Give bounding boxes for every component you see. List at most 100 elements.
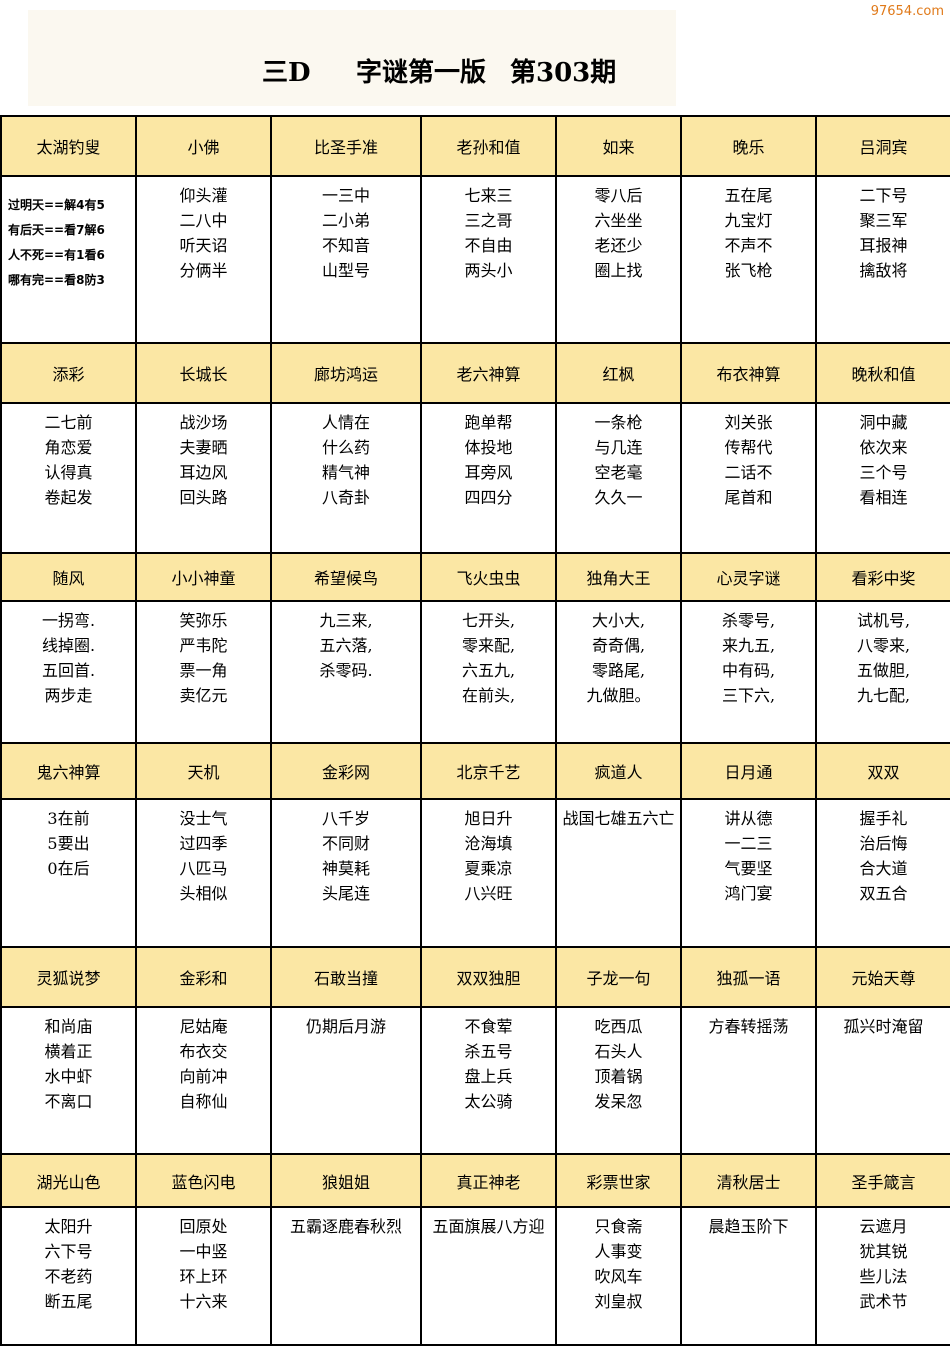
- riddle-line: 零来配,: [461, 636, 516, 655]
- column-name: 心灵字谜: [682, 554, 817, 602]
- riddle-line: 七来三: [464, 186, 513, 205]
- riddle-cell: 方春转摇荡: [682, 1008, 817, 1155]
- riddle-cell: 二七前 角恋爱 认得真 卷起发: [2, 404, 137, 554]
- riddle-line: 山型号: [321, 261, 370, 280]
- riddle-line: 自称仙: [179, 1092, 228, 1111]
- riddle-line: 九七配,: [856, 686, 911, 705]
- riddle-line: 什么药: [321, 438, 370, 457]
- riddle-cell: 旭日升 沧海填 夏乘凉 八兴旺: [422, 800, 557, 948]
- riddle-line: 分俩半: [179, 261, 228, 280]
- riddle-line: 回头路: [179, 488, 228, 507]
- column-name: 金彩网: [272, 744, 422, 800]
- riddle-cell: 讲从德 一二三 气要坚 鸿门宴: [682, 800, 817, 948]
- riddle-cell: 七开头, 零来配, 六五九, 在前头,: [422, 602, 557, 744]
- riddle-line: 卷起发: [44, 488, 93, 507]
- riddle-line: 四四分: [464, 488, 513, 507]
- riddle-line: 五霸逐鹿春秋烈: [289, 1217, 402, 1236]
- riddle-line: 孤兴时淹留: [843, 1017, 924, 1036]
- riddle-line: 杀五号: [464, 1042, 513, 1061]
- column-name: 长城长: [137, 344, 272, 404]
- riddle-line: 空老毫: [594, 463, 643, 482]
- riddle-line: 试机号,: [856, 611, 911, 630]
- column-name: 石敢当撞: [272, 948, 422, 1008]
- riddle-line: 神莫耗: [321, 859, 370, 878]
- riddle-line: 八匹马: [179, 859, 228, 878]
- column-name: 日月通: [682, 744, 817, 800]
- column-name: 双双: [817, 744, 950, 800]
- column-name: 看彩中奖: [817, 554, 950, 602]
- riddle-line: 头相似: [179, 884, 228, 903]
- riddle-line: 线掉圈.: [41, 636, 96, 655]
- riddle-line: 和尚庙: [44, 1017, 93, 1036]
- riddle-line: 一拐弯.: [41, 611, 96, 630]
- riddle-line: 断五尾: [44, 1292, 93, 1311]
- riddle-line: 太阳升: [44, 1217, 93, 1236]
- column-name: 鬼六神算: [2, 744, 137, 800]
- riddle-line: 5要出: [47, 834, 90, 853]
- riddle-cell: 杀零号, 来九五, 中有码, 三下六,: [682, 602, 817, 744]
- column-name: 太湖钓叟: [2, 117, 137, 177]
- riddle-line: 张飞枪: [724, 261, 773, 280]
- riddle-cell: 没士气 过四季 八匹马 头相似: [137, 800, 272, 948]
- column-name: 北京千艺: [422, 744, 557, 800]
- riddle-cell: 和尚庙 横着正 水中虾 不离口: [2, 1008, 137, 1155]
- riddle-line: 不同财: [321, 834, 370, 853]
- riddle-line: 杀零号,: [721, 611, 776, 630]
- riddle-line: 五面旗展八方迎: [432, 1217, 545, 1236]
- riddle-line: 没士气: [179, 809, 228, 828]
- riddle-line: 握手礼: [859, 809, 908, 828]
- riddle-line: 角恋爱: [44, 438, 93, 457]
- riddle-line: 夫妻晒: [179, 438, 228, 457]
- riddle-line: 八奇卦: [321, 488, 370, 507]
- riddle-line: 三个号: [859, 463, 908, 482]
- column-name: 小小神童: [137, 554, 272, 602]
- riddle-cell: 云遮月 犹其锐 些儿法 武术节: [817, 1208, 950, 1346]
- riddle-line: 八兴旺: [464, 884, 513, 903]
- riddle-cell: 仰头灌 二八中 听天诏 分俩半: [137, 177, 272, 344]
- column-name: 如来: [557, 117, 682, 177]
- riddle-line: 刘皇叔: [594, 1292, 643, 1311]
- riddle-line: 两步走: [44, 686, 93, 705]
- column-name: 飞火虫虫: [422, 554, 557, 602]
- riddle-line: 奇奇偶,: [591, 636, 646, 655]
- riddle-line: 零路尾,: [591, 661, 646, 680]
- riddle-cell: 只食斋 人事变 吹风车 刘皇叔: [557, 1208, 682, 1346]
- title-left: 三D: [262, 58, 311, 88]
- riddle-cell: 洞中藏 依次来 三个号 看相连: [817, 404, 950, 554]
- riddle-line: 跑单帮: [464, 413, 513, 432]
- column-name: 老六神算: [422, 344, 557, 404]
- column-name: 独孤一语: [682, 948, 817, 1008]
- riddle-table: 太湖钓叟 小佛 比圣手准 老孙和值 如来 晚乐 吕洞宾 过明天==解4有5 有后天==看7解6 人…: [0, 115, 950, 1346]
- riddle-line: 二下号: [859, 186, 908, 205]
- riddle-line: 石头人: [594, 1042, 643, 1061]
- riddle-line: 尾首和: [724, 488, 773, 507]
- riddle-line: 水中虾: [44, 1067, 93, 1086]
- riddle-cell: 战国七雄五六亡: [557, 800, 682, 948]
- watermark: 97654.com: [870, 4, 944, 19]
- riddle-line: 哪有完==看8防3: [8, 273, 105, 287]
- riddle-line: 3在前: [47, 809, 90, 828]
- riddle-line: 来九五,: [721, 636, 776, 655]
- riddle-cell: 孤兴时淹留: [817, 1008, 950, 1155]
- riddle-line: 八零来,: [856, 636, 911, 655]
- riddle-line: 体投地: [464, 438, 513, 457]
- riddle-line: 八千岁: [321, 809, 370, 828]
- riddle-line: 犹其锐: [859, 1242, 908, 1261]
- title-mid: 字谜第一版: [356, 58, 487, 88]
- riddle-line: 耳报神: [859, 236, 908, 255]
- column-name: 添彩: [2, 344, 137, 404]
- riddle-cell: 仍期后月游: [272, 1008, 422, 1155]
- header: 三D 字谜第一版 第303期 97654.com: [0, 0, 950, 115]
- riddle-line: 晨趋玉阶下: [708, 1217, 789, 1236]
- riddle-cell: 过明天==解4有5 有后天==看7解6 人不死==有1看6 哪有完==看8防3: [2, 177, 137, 344]
- riddle-cell: 零八后 六坐坐 老还少 圈上找: [557, 177, 682, 344]
- riddle-line: 不自由: [464, 236, 513, 255]
- riddle-line: 中有码,: [721, 661, 776, 680]
- riddle-cell: 大小大, 奇奇偶, 零路尾, 九做胆。: [557, 602, 682, 744]
- riddle-line: 五在尾: [724, 186, 773, 205]
- riddle-line: 三下六,: [721, 686, 776, 705]
- riddle-line: 认得真: [44, 463, 93, 482]
- column-name: 子龙一句: [557, 948, 682, 1008]
- riddle-line: 在前头,: [461, 686, 516, 705]
- riddle-line: 不老药: [44, 1267, 93, 1286]
